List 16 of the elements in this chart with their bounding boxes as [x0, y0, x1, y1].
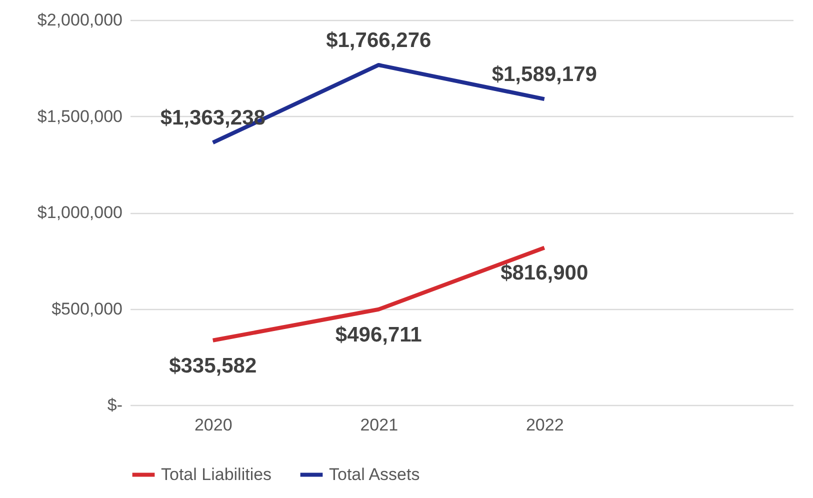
y-tick-label: $500,000: [52, 299, 122, 318]
y-tick-label: $-: [107, 396, 122, 414]
legend-label: Total Liabilities: [161, 464, 272, 484]
y-tick-label: $1,000,000: [37, 203, 122, 222]
data-label: $1,766,276: [326, 28, 432, 52]
data-label: $816,900: [500, 262, 588, 285]
legend-label: Total Assets: [329, 464, 420, 484]
data-label: $335,582: [169, 354, 257, 378]
y-tick-label: $1,500,000: [37, 106, 122, 126]
x-tick-label: 2021: [360, 416, 398, 434]
x-tick-label: 2022: [526, 416, 564, 434]
data-label: $1,589,179: [492, 63, 597, 86]
data-label: $1,363,238: [160, 106, 266, 130]
data-label: $496,711: [335, 323, 422, 346]
y-tick-label: $2,000,000: [37, 10, 122, 30]
x-tick-label: 2020: [194, 416, 232, 434]
